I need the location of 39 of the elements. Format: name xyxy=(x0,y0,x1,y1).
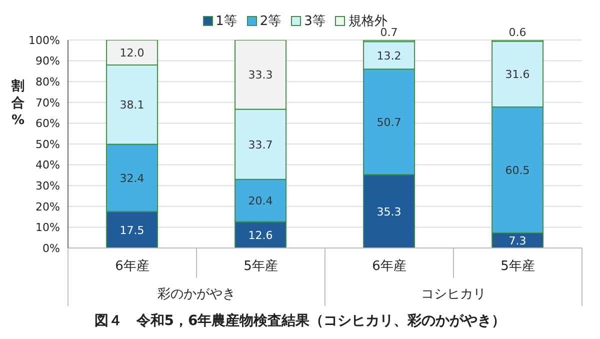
legend-label: 1等 xyxy=(216,13,237,30)
x-tick-label: 6年産 xyxy=(372,258,406,274)
y-tick-label: 10% xyxy=(36,221,60,234)
y-tick-label: 50% xyxy=(36,138,60,151)
data-label: 13.2 xyxy=(376,49,402,62)
x-tick-label: 5年産 xyxy=(500,258,535,274)
data-label: 7.3 xyxy=(508,234,526,248)
data-label: 33.3 xyxy=(248,68,273,82)
data-label: 35.3 xyxy=(376,205,402,218)
y-tick-label: 0% xyxy=(42,242,60,255)
y-tick-label: 70% xyxy=(36,96,60,110)
y-tick-label: 60% xyxy=(36,117,60,130)
data-label: 12.0 xyxy=(120,46,144,60)
y-tick-label: 100% xyxy=(28,34,60,47)
data-label: 60.5 xyxy=(505,164,530,177)
data-label: 20.4 xyxy=(248,194,273,208)
data-label: 17.5 xyxy=(120,224,144,237)
y-tick-label: 90% xyxy=(36,54,60,68)
data-label: 31.6 xyxy=(505,68,530,82)
y-tick-label: 80% xyxy=(36,76,60,89)
data-label: 12.6 xyxy=(248,228,273,242)
data-label: 50.7 xyxy=(376,116,402,129)
legend-label: 2等 xyxy=(260,13,282,30)
data-label: 33.7 xyxy=(248,138,273,152)
x-tick-label: 5年産 xyxy=(244,258,278,274)
text: 彩のかがやき xyxy=(158,287,236,302)
y-tick-label: 30% xyxy=(36,180,60,193)
data-label: 38.1 xyxy=(120,98,144,112)
legend-label: 規格外 xyxy=(348,13,388,29)
y-tick-label: 20% xyxy=(36,200,60,214)
text: コシヒカリ xyxy=(421,287,486,302)
legend-label: 3等 xyxy=(304,13,326,30)
data-label: 0.7 xyxy=(380,26,398,40)
data-label: 32.4 xyxy=(120,172,144,185)
text: 図４ 令和5，6年農産物検査結果（コシヒカリ、彩のかがやき） xyxy=(93,312,507,330)
y-axis-title: 割合% xyxy=(10,78,26,129)
x-tick-label: 6年産 xyxy=(115,258,150,274)
y-tick-label: 40% xyxy=(36,158,60,172)
data-label: 0.6 xyxy=(508,26,526,39)
